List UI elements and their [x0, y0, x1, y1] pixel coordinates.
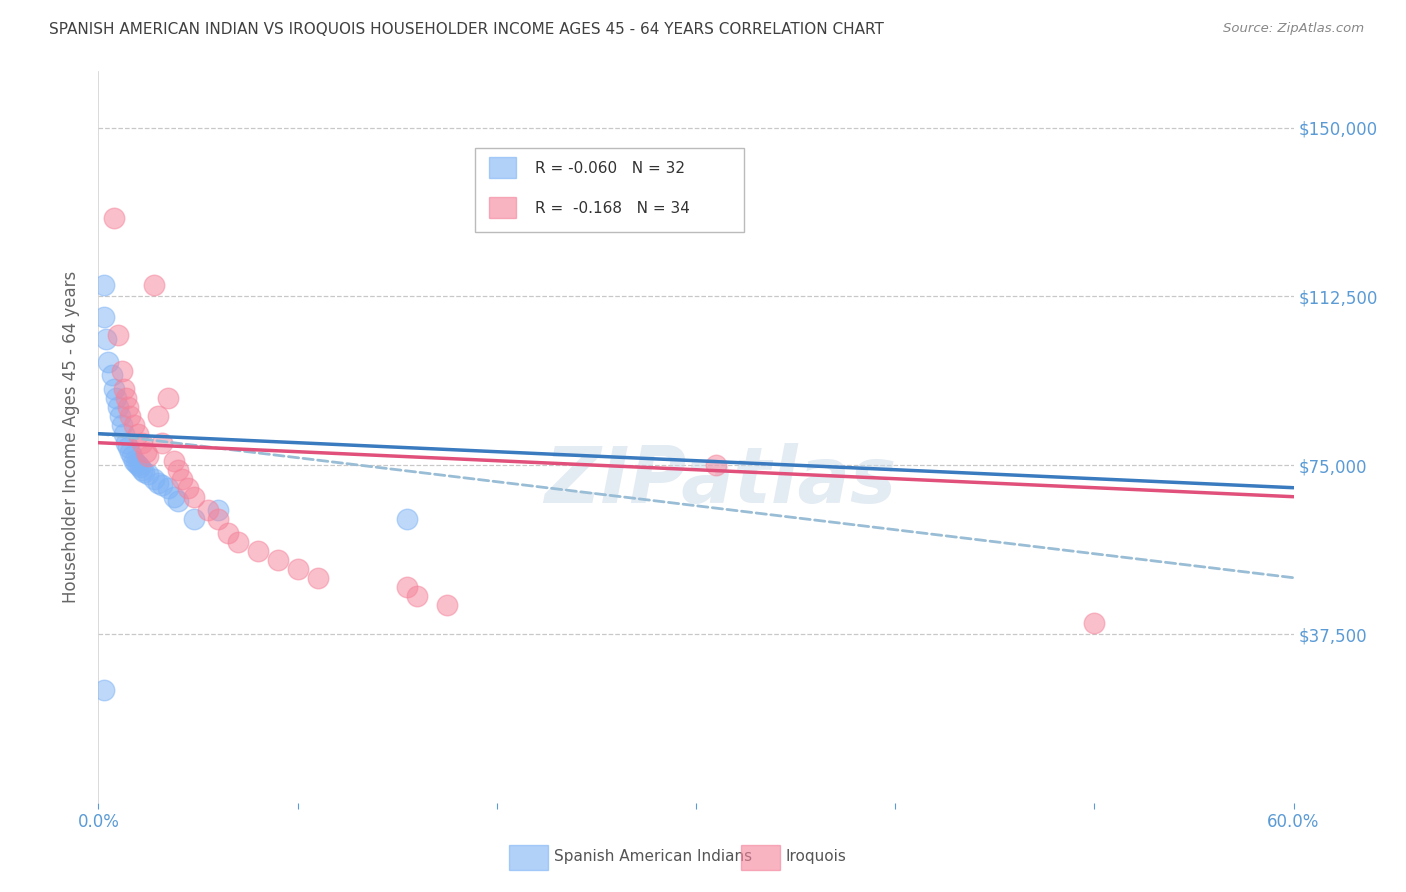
Point [93, 310, 115, 324]
Point [217, 525, 239, 540]
Point [150, 478, 173, 492]
Point [117, 400, 139, 414]
Text: R =  -0.168   N = 34: R = -0.168 N = 34 [534, 201, 689, 216]
Point [135, 444, 157, 458]
Text: SPANISH AMERICAN INDIAN VS IROQUOIS HOUSEHOLDER INCOME AGES 45 - 64 YEARS CORREL: SPANISH AMERICAN INDIAN VS IROQUOIS HOUS… [49, 22, 884, 37]
Point [115, 391, 138, 405]
Point [172, 472, 194, 486]
Point [197, 503, 219, 517]
Point [267, 553, 290, 567]
Point [124, 453, 146, 467]
FancyBboxPatch shape [489, 197, 516, 218]
Point [157, 391, 180, 405]
Point [115, 435, 138, 450]
Point [163, 490, 186, 504]
Point [127, 458, 149, 473]
Point [150, 435, 173, 450]
Point [704, 458, 727, 473]
Point [246, 543, 269, 558]
Point [143, 278, 166, 293]
Point [125, 456, 148, 470]
FancyBboxPatch shape [489, 157, 516, 178]
Point [103, 382, 125, 396]
Point [93, 683, 115, 698]
Point [129, 460, 152, 475]
Point [183, 490, 205, 504]
Point [136, 467, 159, 482]
Point [157, 481, 180, 495]
Point [307, 571, 329, 585]
Point [103, 211, 125, 225]
Point [136, 449, 159, 463]
FancyBboxPatch shape [475, 148, 744, 232]
Y-axis label: Householder Income Ages 45 - 64 years: Householder Income Ages 45 - 64 years [62, 271, 80, 603]
Point [93, 278, 115, 293]
Point [107, 327, 129, 342]
Point [96, 332, 118, 346]
Point [406, 589, 429, 603]
Point [131, 463, 153, 477]
Point [111, 417, 134, 432]
Point [287, 562, 309, 576]
Point [177, 481, 200, 495]
Point [101, 368, 124, 383]
Point [396, 580, 419, 594]
Point [112, 382, 135, 396]
Point [207, 503, 229, 517]
Point [207, 512, 229, 526]
Point [97, 354, 120, 368]
Point [105, 391, 128, 405]
Point [127, 426, 149, 441]
Point [167, 494, 190, 508]
Point [124, 417, 146, 432]
Text: Source: ZipAtlas.com: Source: ZipAtlas.com [1223, 22, 1364, 36]
Point [117, 440, 139, 454]
Point [107, 400, 129, 414]
Point [131, 435, 153, 450]
Point [143, 472, 166, 486]
Point [120, 444, 142, 458]
Text: R = -0.060   N = 32: R = -0.060 N = 32 [534, 161, 685, 176]
Point [112, 426, 135, 441]
Point [134, 465, 156, 479]
Point [226, 534, 249, 549]
Point [396, 512, 419, 526]
Point [148, 476, 170, 491]
Text: Iroquois: Iroquois [786, 849, 846, 863]
Point [436, 598, 458, 612]
Point [121, 449, 143, 463]
Point [110, 409, 132, 423]
Text: ZIPatlas: ZIPatlas [544, 443, 896, 519]
Point [163, 453, 186, 467]
Point [111, 364, 134, 378]
Point [183, 512, 205, 526]
Point [148, 409, 170, 423]
Text: Spanish American Indians: Spanish American Indians [554, 849, 752, 863]
Point [120, 409, 142, 423]
Point [1083, 615, 1105, 630]
Point [167, 463, 190, 477]
